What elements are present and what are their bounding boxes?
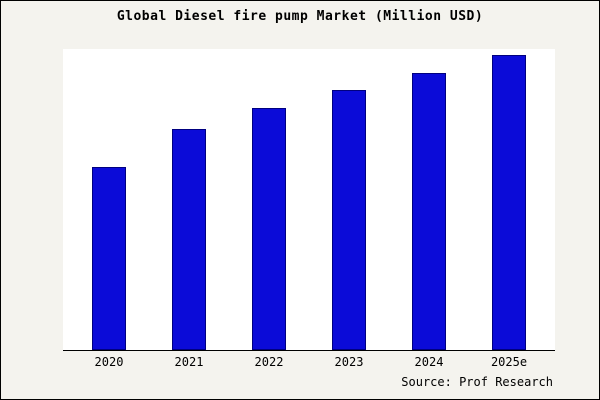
x-tick-label: 2020	[94, 355, 124, 369]
x-tick-label: 2023	[334, 355, 364, 369]
tick-slot: 2024	[389, 355, 469, 373]
bar-2023	[332, 90, 366, 350]
bar-slot	[149, 49, 229, 350]
tick-slot: 2020	[69, 355, 149, 373]
tick-slot: 2022	[229, 355, 309, 373]
tick-slot: 2023	[309, 355, 389, 373]
x-tick-label: 2025e	[490, 355, 528, 369]
plot-area	[63, 49, 555, 351]
source-credit: Source: Prof Research	[401, 375, 553, 389]
bar-2020	[92, 167, 126, 350]
bar-slot	[309, 49, 389, 350]
bar-slot	[69, 49, 149, 350]
tick-slot: 2025e	[469, 355, 549, 373]
x-tick-label: 2022	[254, 355, 284, 369]
bar-slot	[229, 49, 309, 350]
bar-2021	[172, 128, 206, 350]
bar-slot	[469, 49, 549, 350]
bar-2022	[252, 108, 286, 350]
x-axis-ticks: 2020 2021 2022 2023 2024 2025e	[63, 355, 555, 373]
chart-title: Global Diesel fire pump Market (Million …	[116, 9, 484, 24]
x-tick-label: 2021	[174, 355, 204, 369]
bar-slot	[389, 49, 469, 350]
bar-2024	[412, 72, 446, 350]
x-tick-label: 2024	[414, 355, 444, 369]
tick-slot: 2021	[149, 355, 229, 373]
bar-2025e	[492, 54, 526, 350]
